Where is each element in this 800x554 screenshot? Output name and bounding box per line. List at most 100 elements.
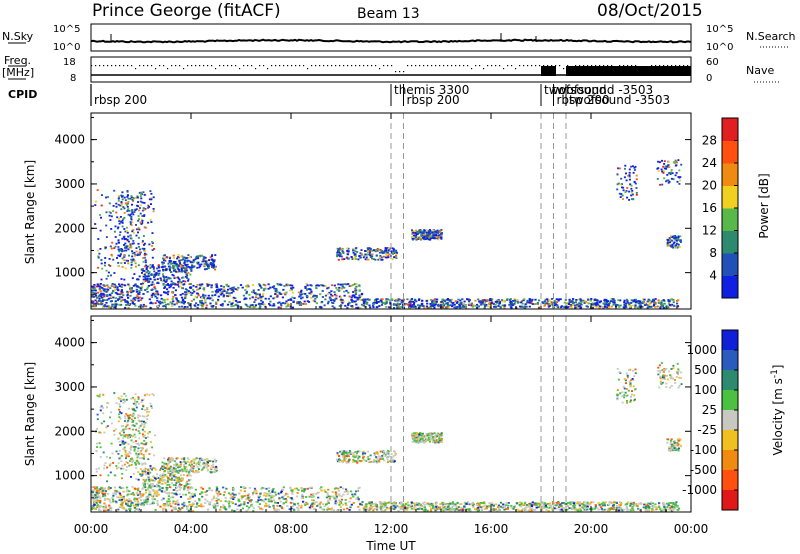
range-cell (367, 508, 370, 511)
range-cell (647, 303, 650, 306)
range-cell (94, 305, 97, 308)
range-cell (389, 302, 392, 305)
range-cell (147, 432, 150, 435)
freq-dot (231, 65, 233, 67)
range-cell (199, 265, 202, 267)
range-cell (255, 293, 258, 296)
range-cell (144, 289, 147, 291)
range-cell (176, 501, 180, 504)
range-cell (423, 509, 426, 512)
range-cell (674, 159, 677, 162)
range-cell (569, 301, 572, 303)
range-cell (365, 506, 368, 509)
range-cell (166, 256, 169, 259)
range-cell (510, 302, 514, 304)
range-cell (599, 300, 602, 303)
range-cell (137, 471, 140, 473)
range-cell (352, 495, 355, 498)
range-cell (431, 303, 434, 306)
range-cell (180, 281, 183, 284)
range-cell (625, 503, 629, 505)
range-cell (656, 178, 659, 180)
range-cell (123, 216, 126, 219)
range-cell (366, 247, 369, 250)
range-cell (289, 289, 292, 292)
range-cell (638, 508, 641, 511)
range-cell (211, 254, 214, 256)
range-cell (99, 406, 102, 409)
range-cell (151, 292, 154, 295)
range-cell (287, 299, 290, 301)
range-cell (400, 299, 404, 302)
range-cell (172, 286, 175, 289)
range-cell (155, 274, 158, 276)
range-cell (599, 305, 602, 308)
range-cell (132, 231, 135, 234)
range-cell (603, 303, 607, 306)
range-cell (343, 290, 346, 293)
range-cell (578, 502, 581, 505)
range-cell (138, 289, 141, 292)
range-cell (633, 503, 636, 506)
range-cell (142, 457, 145, 460)
range-cell (95, 470, 98, 473)
range-cell (326, 492, 329, 494)
range-cell (156, 267, 159, 270)
range-cell (103, 499, 106, 501)
range-cell (432, 505, 435, 508)
range-cell (153, 270, 156, 273)
range-cell (149, 265, 152, 267)
range-cell (113, 500, 116, 502)
range-cell (670, 506, 674, 508)
range-cell (154, 302, 157, 304)
range-cell (596, 507, 599, 509)
range-cell (563, 306, 566, 309)
colorbar-tick-label: 20 (702, 179, 717, 193)
range-cell (132, 284, 135, 287)
range-cell (628, 190, 631, 193)
range-cell (251, 305, 254, 308)
range-cell (142, 260, 145, 263)
range-cell (163, 301, 166, 304)
range-cell (101, 492, 104, 495)
range-cell (179, 262, 182, 265)
range-cell (137, 227, 140, 229)
range-cell (321, 290, 324, 292)
range-cell (144, 280, 147, 282)
range-cell (240, 497, 243, 500)
range-cell (298, 304, 301, 306)
range-cell (443, 303, 446, 306)
range-cell (156, 280, 159, 283)
range-cell (187, 266, 190, 268)
range-cell (144, 259, 147, 262)
range-cell (125, 246, 128, 249)
range-cell (112, 494, 115, 497)
range-cell (217, 298, 220, 301)
range-cell (320, 306, 323, 309)
range-cell (216, 502, 219, 505)
range-cell (111, 303, 114, 306)
freq-dot (435, 65, 437, 67)
range-cell (279, 306, 282, 309)
range-cell (183, 301, 186, 303)
range-cell (134, 262, 137, 265)
range-cell (282, 288, 285, 291)
range-cell (206, 500, 209, 503)
range-cell (135, 294, 139, 297)
range-cell (165, 488, 168, 491)
range-cell (426, 306, 429, 309)
range-cell (477, 502, 480, 505)
range-cell (172, 300, 175, 303)
range-cell (429, 303, 432, 305)
range-cell (114, 493, 118, 496)
range-cell (99, 248, 102, 250)
range-cell (116, 299, 120, 302)
range-cell (152, 283, 155, 286)
range-cell (450, 298, 453, 301)
range-cell (125, 486, 129, 489)
range-cell (453, 504, 456, 507)
range-cell (177, 277, 180, 280)
range-cell (152, 210, 155, 213)
range-cell (439, 304, 442, 306)
range-cell (143, 434, 146, 437)
